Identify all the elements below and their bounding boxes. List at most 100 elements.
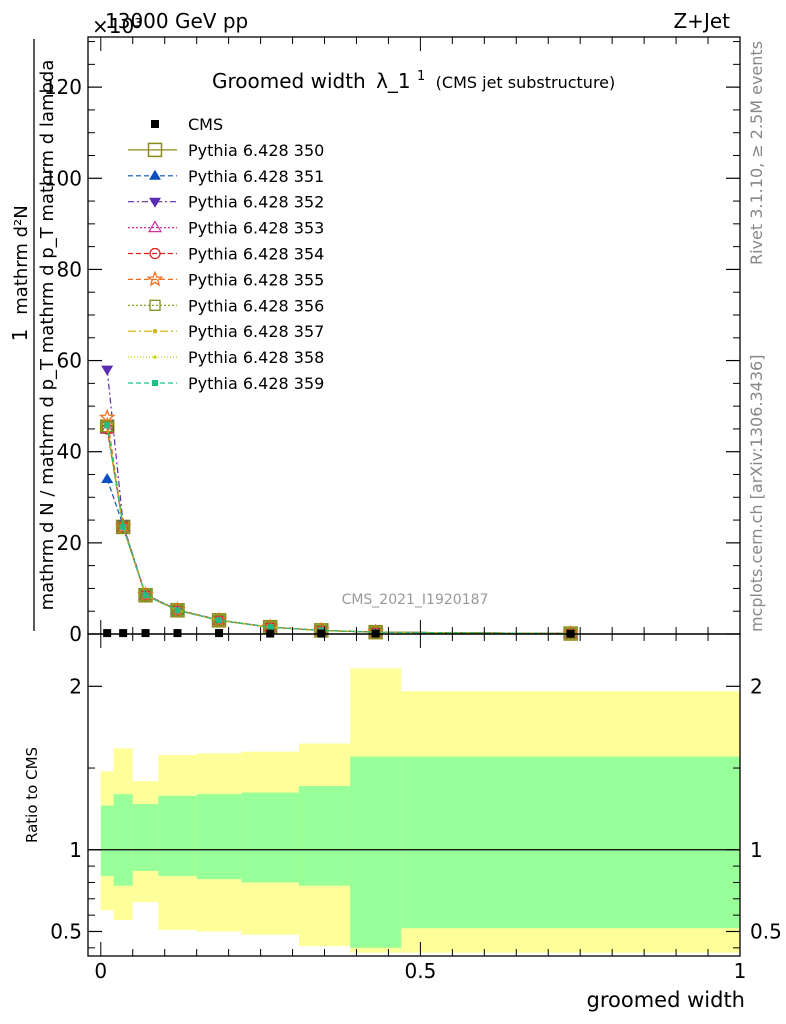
ratio-y-tick-label-right: 1 [750,838,763,862]
rivet-label: Rivet 3.1.10, ≥ 2.5M events [747,41,766,265]
ratio-frame [87,633,741,957]
exponent-label: ×10³ [92,14,142,38]
data-point-cms [141,629,150,638]
data-point-pythia-6-428-359 [142,592,149,599]
legend-marker-pythia-6-428-357 [152,329,158,334]
ratio-band-inner [113,794,133,886]
ylabel-numerator-one: 1 [8,329,32,342]
x-tick-label: 0 [94,959,107,983]
legend-label-pythia-6-428-357: Pythia 6.428 357 [188,322,324,341]
series-line-pythia-6-428-356 [106,426,571,635]
plot-title: Groomed width λ_1 1 (CMS jet substructur… [212,61,615,93]
ratio-band-inner [100,805,114,876]
legend: CMS Pythia 6.428 350 Pythia 6.428 351 Pythi… [128,115,324,393]
data-point-pythia-6-428-356 [139,589,152,601]
data-point-pythia-6-428-359 [104,422,111,429]
ratio-y-tick-label-right: 0.5 [750,919,782,943]
ratio-y-tick-label: 1 [69,838,82,862]
plot-title-suffix: (CMS jet substructure) [436,73,616,92]
y-tick-label: 40 [57,440,82,464]
legend-marker-pythia-6-428-351 [149,169,161,180]
legend-marker-pythia-6-428-352 [149,197,161,208]
series-line-pythia-6-428-353 [106,428,571,635]
mcplots-label: mcplots.cern.ch [arXiv:1306.3436] [747,355,766,632]
ratio-y-tick-label: 2 [69,674,82,698]
plot-title-main: Groomed width [212,69,366,93]
series-line-pythia-6-428-358 [106,426,571,635]
data-point-cms [119,629,128,638]
data-point-pythia-6-428-356 [213,614,225,626]
series-line-pythia-6-428-355 [106,417,571,635]
legend-label-pythia-6-428-351: Pythia 6.428 351 [188,167,324,186]
series-line-pythia-6-428-350 [106,426,571,635]
ylabel-denominator: mathrm d N / mathrm d p_T mathrm d p_T m… [37,60,58,611]
data-point-pythia-6-428-359 [216,617,223,624]
y-tick-label: 100 [44,166,82,190]
data-point-pythia-6-428-351 [101,473,114,484]
energy-label: 13000 GeV pp [105,9,248,33]
ratio-band-inner [298,786,351,886]
ratio-band-inner [158,795,197,876]
data-point-cms [173,629,182,638]
series-line-pythia-6-428-357 [106,426,571,635]
y-tick-label: 0 [69,622,82,646]
legend-marker-pythia-6-428-359 [152,380,158,386]
ratio-band-inner [196,794,242,880]
legend-label-cms: CMS [188,115,223,134]
series-line-pythia-6-428-354 [106,428,571,635]
series-line-pythia-6-428-359 [106,425,571,635]
legend-marker-pythia-6-428-350 [147,142,163,158]
ratio-bands [88,668,740,953]
ratio-band-inner [241,792,299,883]
legend-marker-pythia-6-428-354 [149,247,161,260]
legend-label-pythia-6-428-356: Pythia 6.428 356 [188,296,324,315]
legend-label-pythia-6-428-354: Pythia 6.428 354 [188,245,324,264]
y-tick-label: 80 [57,257,82,281]
ratio-y-tick-label: 0.5 [50,919,82,943]
legend-label-pythia-6-428-352: Pythia 6.428 352 [188,193,324,212]
main-panel: 0 20 40 60 80 100 120 Groomed width λ_1 1 (CMS… [8,36,741,646]
legend-marker-pythia-6-428-356 [149,299,161,311]
legend-label-pythia-6-428-355: Pythia 6.428 355 [188,270,324,289]
data-point-pythia-6-428-359 [174,607,181,614]
legend-label-pythia-6-428-358: Pythia 6.428 358 [188,348,324,367]
data-point-pythia-6-428-356 [101,420,113,433]
main-ylabel: 1 mathrm d²N mathrm d N / mathrm d p_T m… [8,39,58,631]
ratio-axes: 0.5 0.51 12 20 0.5 1 [50,634,782,983]
plot-title-symbol: λ_1 [376,69,411,93]
data-point-pythia-6-428-355 [98,408,116,425]
data-point-pythia-6-428-352 [101,365,114,376]
process-label: Z+Jet [673,9,730,33]
legend-marker-pythia-6-428-358 [153,355,157,359]
data-point-cms [103,629,112,638]
x-tick-label: 1 [734,959,747,983]
series-line-pythia-6-428-352 [106,369,571,635]
legend-marker-cms [151,120,159,128]
data-point-pythia-6-428-356 [117,521,129,533]
legend-label-pythia-6-428-359: Pythia 6.428 359 [188,374,324,393]
data-point-pythia-6-428-359 [267,624,274,631]
main-frame [87,36,741,635]
ratio-panel: 0.5 0.51 12 20 0.5 1 Ratio to CMS groomed wid… [23,633,782,1012]
x-tick-label: 0.5 [404,959,436,983]
main-axes: 0 20 40 60 80 100 120 [44,37,741,646]
data-point-pythia-6-428-359 [120,523,127,530]
ratio-y-tick-label-right: 2 [750,674,763,698]
y-tick-label: 20 [57,531,82,555]
ratio-band-inner [401,756,740,929]
analysis-watermark: CMS_2021_I1920187 [342,592,489,608]
legend-marker-pythia-6-428-355 [146,270,164,287]
ratio-band-inner [132,803,159,872]
ratio-xlabel: groomed width [587,988,745,1012]
y-tick-label: 120 [44,75,82,99]
plot-title-superscript: 1 [417,69,425,84]
ylabel-numerator-d2n: mathrm d²N [11,205,32,314]
data-point-cms [215,629,224,638]
y-tick-label: 60 [57,349,82,373]
legend-marker-pythia-6-428-353 [147,220,163,233]
ratio-band-inner [350,756,402,948]
data-point-pythia-6-428-356 [171,604,184,616]
main-data-marks [98,365,579,641]
ratio-ylabel: Ratio to CMS [23,747,41,843]
